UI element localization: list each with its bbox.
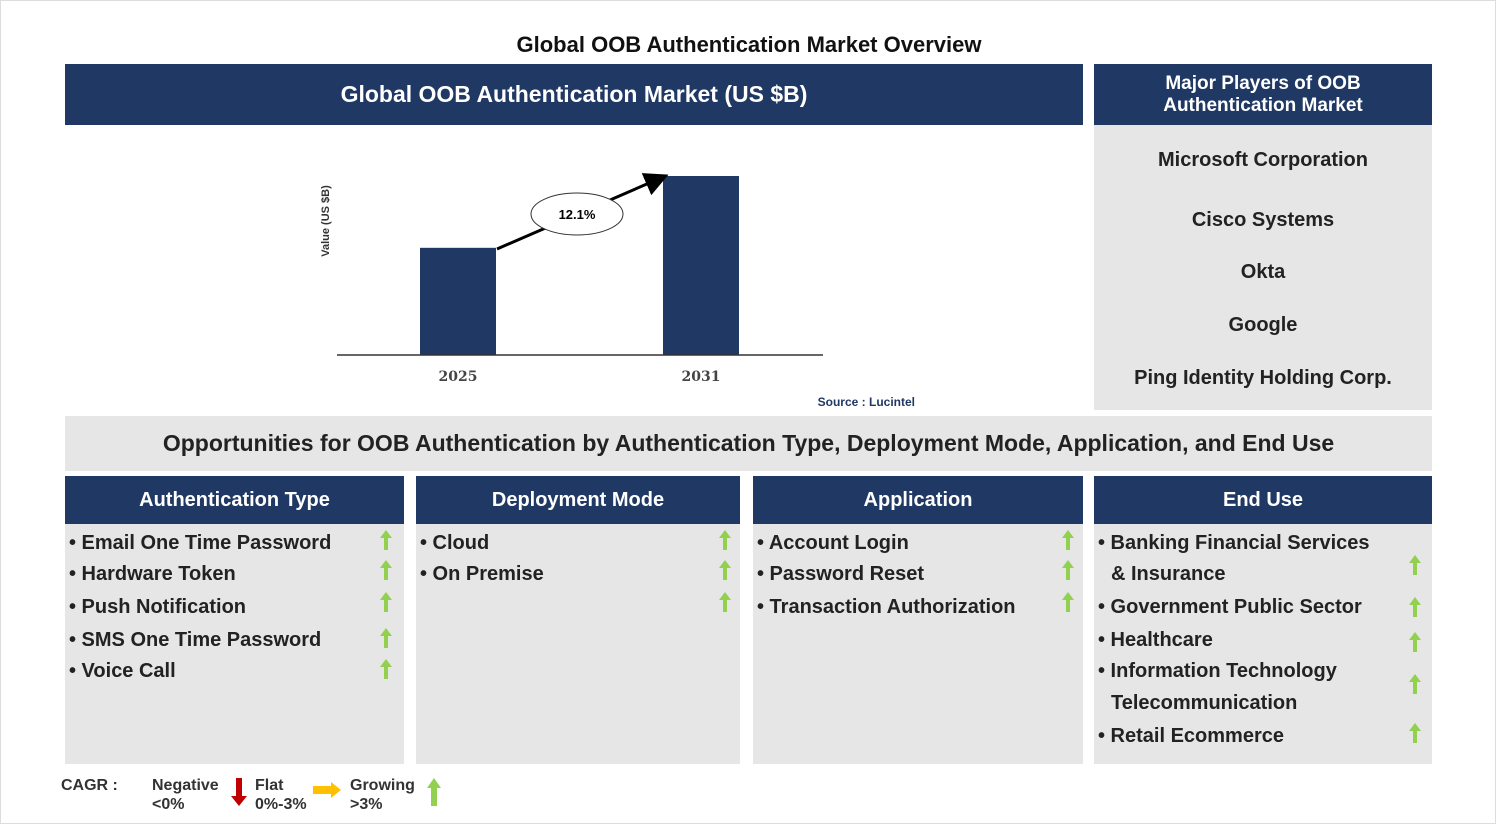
list-item: & Insurance: [1111, 563, 1226, 585]
player: Ping Identity Holding Corp.: [1134, 367, 1392, 389]
down-arrow-icon: [231, 778, 247, 806]
up-arrow-icon: [1062, 560, 1074, 580]
column-header: Application: [753, 476, 1083, 524]
legend-growing: Growing >3%: [350, 776, 415, 814]
player: Cisco Systems: [1191, 209, 1335, 231]
y-axis-label: Value (US $B): [320, 185, 332, 257]
list-item: • Retail Ecommerce: [1098, 725, 1284, 747]
x-tick-label: 2031: [682, 369, 721, 385]
list-item: • Account Login: [757, 532, 909, 554]
column-0: Authentication Type • Email One Time Pas…: [65, 476, 404, 764]
column-2: Application • Account Login • Password Re…: [753, 476, 1083, 764]
legend-flat-range: 0%-3%: [255, 796, 307, 813]
up-arrow-icon: [1409, 555, 1421, 575]
players-header: Major Players of OOB Authentication Mark…: [1094, 64, 1432, 125]
up-arrow-icon: [380, 560, 392, 580]
bar-chart: Value (US $B) 12.1% 2025 2031 Source : L…: [320, 173, 915, 409]
page-title: Global OOB Authentication Market Overvie…: [516, 32, 982, 57]
list-item: • Push Notification: [69, 596, 247, 618]
list-item: • On Premise: [420, 563, 544, 585]
column-header: Deployment Mode: [416, 476, 740, 524]
legend-negative-range: <0%: [152, 796, 185, 813]
legend-negative: Negative <0%: [152, 776, 219, 814]
up-arrow-icon: [427, 778, 441, 806]
market-header: Global OOB Authentication Market (US $B): [65, 64, 1083, 125]
list-item: • Cloud: [420, 532, 490, 554]
up-arrow-icon: [1409, 597, 1421, 617]
list-item: • Hardware Token: [69, 563, 236, 585]
up-arrow-icon: [380, 628, 392, 648]
source-label: Source : Lucintel: [818, 395, 915, 409]
cagr-bubble: [530, 192, 624, 236]
player: Google: [1228, 314, 1298, 336]
opportunities-header: Opportunities for OOB Authentication by …: [65, 416, 1432, 471]
up-arrow-icon: [380, 659, 392, 679]
player: Microsoft Corporation: [1158, 149, 1368, 171]
legend-cagr-label: CAGR :: [61, 777, 118, 794]
column-1: Deployment Mode • Cloud • On Premise: [416, 476, 740, 764]
list-item: • Banking Financial Services: [1098, 532, 1370, 554]
list-item: • Government Public Sector: [1098, 596, 1362, 618]
up-arrow-icon: [719, 530, 731, 550]
up-arrow-icon: [1409, 632, 1421, 652]
column-body: • Cloud • On Premise: [416, 524, 740, 764]
players-list: Microsoft Corporation Cisco Systems Okta…: [1094, 125, 1432, 410]
up-arrow-icon: [719, 592, 731, 612]
up-arrow-icon: [380, 592, 392, 612]
legend-growing-range: >3%: [350, 796, 383, 813]
up-arrow-icon: [1062, 530, 1074, 550]
legend-growing-label: Growing: [350, 777, 415, 794]
up-arrow-icon: [1409, 723, 1421, 743]
list-item: • Healthcare: [1098, 629, 1213, 651]
right-arrow-icon: [313, 782, 341, 798]
column-body: • Banking Financial Services & Insurance •…: [1094, 524, 1432, 764]
cagr-label: 12.1%: [559, 207, 596, 222]
player: Okta: [1240, 261, 1286, 283]
list-item: • SMS One Time Password: [69, 629, 322, 651]
bar-2025: [420, 247, 496, 355]
list-item: • Email One Time Password: [69, 532, 332, 554]
bar-2031: [663, 176, 739, 355]
legend-negative-label: Negative: [152, 777, 219, 794]
up-arrow-icon: [1409, 674, 1421, 694]
column-header: Authentication Type: [65, 476, 404, 524]
up-arrow-icon: [719, 560, 731, 580]
list-item: • Password Reset: [757, 563, 925, 585]
list-item: • Information Technology: [1098, 660, 1337, 682]
column-body: • Email One Time Password • Hardware Toke…: [65, 524, 404, 764]
list-item: • Voice Call: [69, 660, 176, 682]
x-tick-label: 2025: [439, 369, 478, 385]
column-body: • Account Login • Password Reset • Transac…: [753, 524, 1083, 764]
up-arrow-icon: [1062, 592, 1074, 612]
column-header: End Use: [1094, 476, 1432, 524]
up-arrow-icon: [380, 530, 392, 550]
column-3: End Use • Banking Financial Services & In…: [1094, 476, 1432, 764]
list-item: • Transaction Authorization: [757, 596, 1016, 618]
legend-flat-label: Flat: [255, 777, 284, 794]
list-item: Telecommunication: [1111, 692, 1298, 714]
legend-flat: Flat 0%-3%: [255, 776, 307, 814]
